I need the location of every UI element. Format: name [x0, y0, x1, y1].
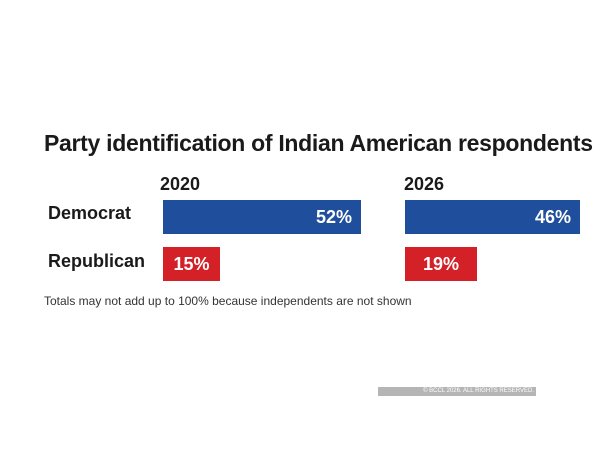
category-label-republican: Republican: [48, 251, 146, 271]
category-label-democrat: Democrat: [48, 203, 132, 223]
bar-republican-2020: [163, 247, 220, 281]
panel-year-2026: 2026: [404, 174, 445, 194]
bar-value-label-republican-2026: 19%: [422, 254, 460, 274]
bar-value-label-democrat-2020: 52%: [315, 207, 352, 227]
bar-republican-2026: [405, 247, 477, 281]
bar-value-label-democrat-2026: 46%: [534, 207, 571, 227]
panel-year-2020: 2020: [160, 174, 201, 194]
bar-value-label-republican-2020: 15%: [173, 254, 210, 274]
bar-democrat-2026: [405, 200, 580, 234]
footnote: Totals may not add up to 100% because in…: [44, 294, 412, 308]
copyright-notice: © BCCL 2026. ALL RIGHTS RESERVED.: [378, 387, 536, 396]
chart-title: Party identification of Indian American …: [44, 130, 593, 156]
bar-democrat-2020: [163, 200, 361, 234]
